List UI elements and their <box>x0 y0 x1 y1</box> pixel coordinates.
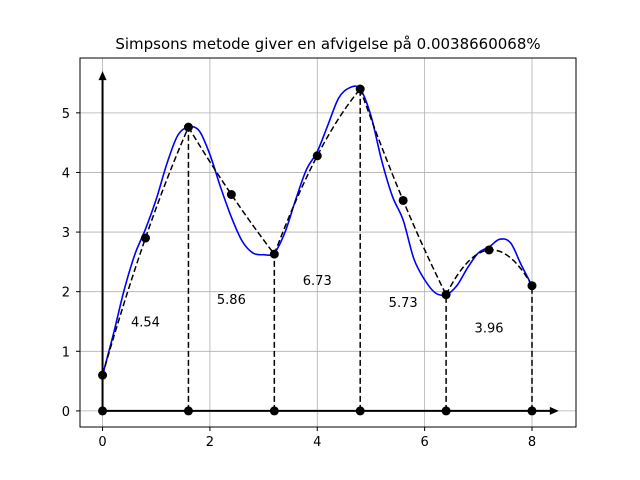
baseline-point <box>183 406 193 416</box>
series-simpson-parabola <box>187 126 275 255</box>
x-axis-arrowhead <box>549 406 559 415</box>
series-simpson-parabola <box>273 88 361 255</box>
node-point <box>398 195 408 205</box>
y-tick-label: 1 <box>62 345 70 360</box>
baseline-point <box>441 406 451 416</box>
node-point <box>527 281 537 291</box>
x-tick-label: 8 <box>528 435 536 450</box>
y-tick-label: 2 <box>62 286 70 301</box>
node-point <box>183 122 193 132</box>
series-simpson-parabola <box>101 126 190 376</box>
panel-area-label: 3.96 <box>475 321 504 336</box>
node-point <box>355 84 365 94</box>
node-point <box>484 245 494 255</box>
panel-area-label: 6.73 <box>303 274 332 289</box>
plot-area: 4.54 5.86 6.73 5.73 3.96 <box>98 71 559 416</box>
panel-area-label: 4.54 <box>131 315 160 330</box>
y-tick-label: 3 <box>62 226 70 241</box>
node-point <box>312 151 322 161</box>
ticks: 0 2 4 6 8 0 1 2 3 4 5 <box>62 107 536 450</box>
y-tick-label: 0 <box>62 405 70 420</box>
x-tick-label: 4 <box>313 435 321 450</box>
y-axis-arrowhead <box>98 71 107 81</box>
baseline-point <box>527 406 537 416</box>
baseline-point <box>269 406 279 416</box>
node-point <box>269 249 279 259</box>
panel-area-label: 5.86 <box>217 293 246 308</box>
node-point <box>140 233 150 243</box>
axes-border <box>79 57 577 428</box>
panel-area-label: 5.73 <box>389 296 418 311</box>
node-point <box>226 190 236 200</box>
y-tick-label: 5 <box>62 107 70 122</box>
node-point <box>98 370 108 380</box>
y-tick-label: 4 <box>62 166 70 181</box>
x-tick-label: 6 <box>420 435 428 450</box>
baseline-point <box>355 406 365 416</box>
x-tick-label: 0 <box>98 435 106 450</box>
axes-frame <box>79 57 577 428</box>
node-point <box>441 290 451 300</box>
x-tick-label: 2 <box>206 435 214 450</box>
chart-title: Simpsons metode giver en afvigelse på 0.… <box>115 35 540 53</box>
baseline-point <box>98 406 108 416</box>
